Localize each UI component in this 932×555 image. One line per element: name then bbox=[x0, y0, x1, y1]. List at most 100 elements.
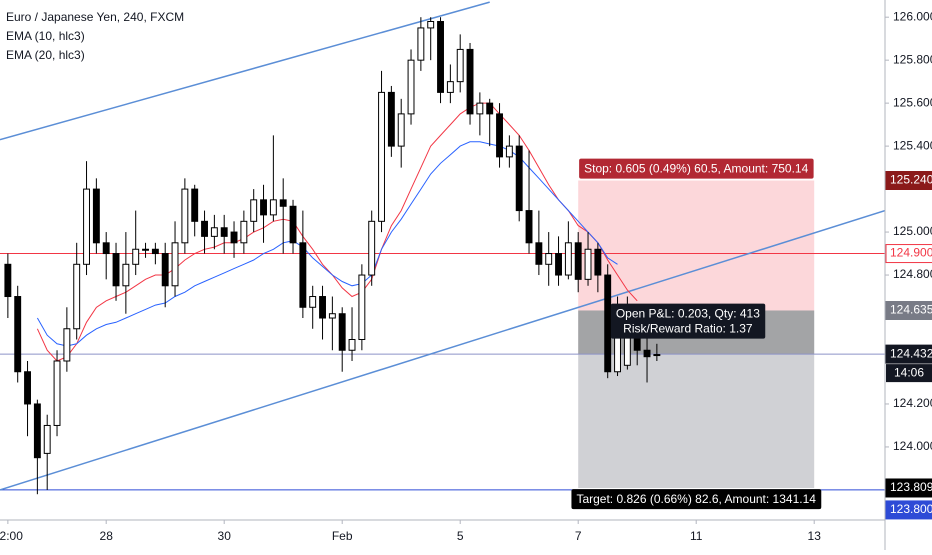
candle-body bbox=[122, 263, 130, 287]
candle bbox=[456, 34, 464, 93]
candle-body bbox=[456, 48, 464, 83]
y-tick-label: 124.200 bbox=[893, 396, 932, 410]
x-tick-label: 12:00 bbox=[0, 529, 23, 543]
candle bbox=[92, 178, 100, 254]
candle bbox=[555, 236, 562, 286]
rr-label: Risk/Reward Ratio: 1.37 bbox=[623, 322, 753, 336]
chart-title: Euro / Japanese Yen, 240, FXCM bbox=[6, 10, 184, 24]
candle bbox=[210, 214, 218, 250]
candle bbox=[515, 135, 523, 222]
axes: 126.000 125.800 125.600 125.400 125.000 124.8… bbox=[0, 9, 932, 543]
candle bbox=[299, 210, 307, 319]
candle bbox=[191, 184, 199, 237]
candle-body bbox=[466, 48, 474, 115]
candle-body bbox=[574, 242, 582, 280]
y-tick-label: 125.400 bbox=[893, 138, 932, 152]
line-price: 123.800 bbox=[890, 502, 932, 516]
candle-body bbox=[496, 113, 503, 158]
current-price: 124.432 bbox=[890, 346, 932, 360]
candle-body bbox=[260, 199, 267, 216]
candle bbox=[102, 232, 110, 280]
line-price-box bbox=[885, 500, 932, 520]
candle-body bbox=[515, 145, 523, 212]
candle bbox=[417, 17, 425, 71]
candle bbox=[171, 221, 179, 297]
pnl-label: Open P&L: 0.203, Qty: 413 bbox=[616, 307, 760, 321]
candle-body bbox=[299, 242, 307, 308]
candle bbox=[112, 242, 120, 301]
candle-body bbox=[63, 328, 71, 362]
candle-body bbox=[446, 81, 454, 93]
x-tick-label: 5 bbox=[457, 529, 464, 543]
candle bbox=[230, 221, 238, 258]
candle bbox=[269, 135, 277, 222]
candle-body bbox=[181, 188, 189, 244]
target-label-box bbox=[571, 489, 822, 510]
stop-price: 125.240 bbox=[890, 173, 932, 187]
candle bbox=[309, 285, 317, 329]
candle-body bbox=[161, 253, 169, 287]
candle-body bbox=[289, 205, 297, 244]
candle-body bbox=[407, 59, 415, 115]
candle-body bbox=[24, 371, 31, 405]
candle bbox=[594, 242, 602, 293]
candle bbox=[604, 264, 612, 379]
candle bbox=[4, 253, 12, 319]
y-tick-label: 125.600 bbox=[893, 95, 932, 109]
candle-body bbox=[102, 242, 110, 255]
candle-body bbox=[112, 253, 120, 287]
candle bbox=[338, 307, 346, 372]
candle-body bbox=[201, 220, 208, 237]
candle-body bbox=[348, 339, 356, 351]
indicator-label: EMA (20, hlc3) bbox=[6, 48, 85, 62]
candle bbox=[466, 42, 474, 125]
candle bbox=[260, 184, 267, 243]
legend: Euro / Japanese Yen, 240, FXCM EMA (10, … bbox=[6, 10, 184, 62]
candle bbox=[53, 350, 61, 437]
candle-body bbox=[525, 210, 533, 244]
candle-body bbox=[338, 313, 346, 351]
candle bbox=[407, 49, 415, 125]
target-price: 123.809 bbox=[890, 480, 932, 494]
candle-body bbox=[33, 403, 41, 459]
candle-body bbox=[73, 263, 81, 330]
candle bbox=[545, 232, 553, 286]
x-tick-label: 28 bbox=[100, 529, 114, 543]
candle bbox=[83, 161, 90, 276]
candle-body bbox=[643, 349, 651, 358]
y-tick-label: 125.800 bbox=[893, 52, 932, 66]
candle-body bbox=[604, 274, 612, 373]
candle bbox=[427, 17, 435, 61]
stop-label-box bbox=[579, 158, 814, 179]
candle bbox=[151, 242, 159, 265]
candle bbox=[437, 17, 444, 104]
x-tick-label: 30 bbox=[218, 529, 232, 543]
candle-body bbox=[250, 199, 258, 222]
candle bbox=[132, 210, 140, 276]
candle bbox=[319, 285, 326, 340]
candle-body bbox=[535, 242, 543, 265]
candle bbox=[43, 414, 51, 490]
candle-body bbox=[368, 220, 376, 276]
candle bbox=[584, 232, 592, 286]
y-tick-label: 124.000 bbox=[893, 439, 932, 453]
candle bbox=[387, 85, 395, 157]
candle-body bbox=[191, 188, 199, 222]
candle-body bbox=[397, 113, 405, 147]
y-tick-label: 125.000 bbox=[893, 224, 932, 238]
plot-area: Stop: 0.605 (0.49%) 60.5, Amount: 750.14… bbox=[0, 1, 885, 510]
candle bbox=[368, 210, 376, 286]
x-tick-label: 7 bbox=[575, 529, 582, 543]
stop-label: Stop: 0.605 (0.49%) 60.5, Amount: 750.14 bbox=[584, 162, 808, 176]
candle-body bbox=[142, 248, 149, 251]
candle-body bbox=[210, 227, 218, 237]
candle-body bbox=[230, 231, 238, 244]
candle-body bbox=[476, 102, 484, 115]
trendline bbox=[0, 209, 885, 491]
candle bbox=[348, 307, 356, 361]
candle bbox=[73, 242, 81, 340]
candle bbox=[201, 210, 208, 254]
candle bbox=[33, 399, 41, 495]
